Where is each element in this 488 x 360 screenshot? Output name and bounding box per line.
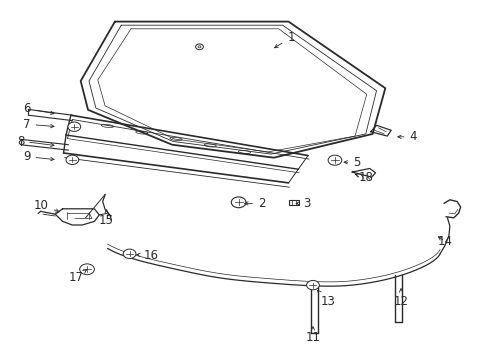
- Text: 16: 16: [137, 249, 159, 262]
- Text: 18: 18: [355, 171, 372, 184]
- Text: 6: 6: [23, 102, 54, 115]
- Circle shape: [80, 264, 94, 275]
- Text: 5: 5: [344, 156, 360, 169]
- Text: 12: 12: [393, 289, 407, 308]
- Circle shape: [306, 280, 319, 290]
- Text: 1: 1: [274, 31, 294, 48]
- Text: 3: 3: [296, 197, 310, 210]
- Circle shape: [231, 197, 245, 208]
- Circle shape: [66, 155, 79, 165]
- Text: 17: 17: [68, 270, 86, 284]
- Text: 11: 11: [305, 327, 320, 344]
- Circle shape: [327, 155, 341, 165]
- Text: 2: 2: [244, 197, 265, 210]
- Text: 10: 10: [34, 199, 59, 212]
- Circle shape: [123, 249, 136, 258]
- Text: 4: 4: [397, 130, 416, 143]
- Text: 8: 8: [17, 135, 54, 148]
- Text: 7: 7: [23, 118, 54, 131]
- Text: 15: 15: [99, 210, 114, 227]
- Circle shape: [68, 122, 81, 131]
- Text: 14: 14: [437, 235, 451, 248]
- Text: 9: 9: [23, 150, 54, 163]
- Text: 13: 13: [317, 290, 335, 308]
